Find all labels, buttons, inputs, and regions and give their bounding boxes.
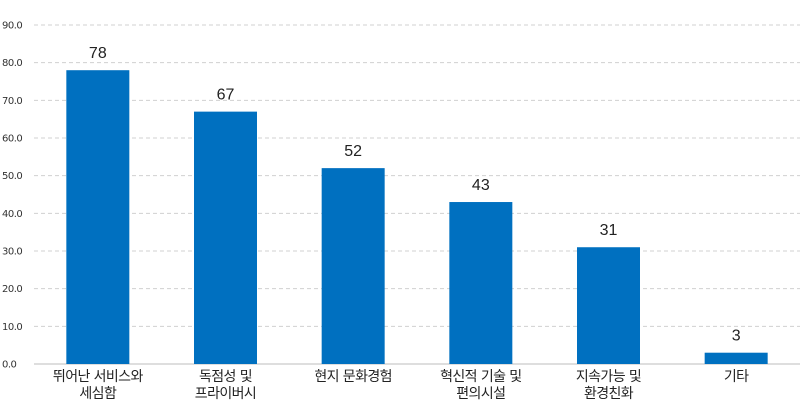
y-tick-label: 30.0 bbox=[2, 247, 22, 258]
data-labels: 78 67 52 43 31 3 bbox=[89, 45, 741, 345]
x-tick-label: 지속가능 및 환경친화 bbox=[576, 369, 641, 402]
y-axis-ticks: 0.0 10.0 20.0 30.0 40.0 50.0 60.0 70.0 80.0 90.0 bbox=[2, 21, 23, 371]
y-tick-label: 0.0 bbox=[2, 360, 17, 371]
y-tick-label: 20.0 bbox=[2, 284, 22, 295]
bar bbox=[321, 168, 385, 364]
data-label: 78 bbox=[89, 45, 107, 62]
y-tick-label: 40.0 bbox=[2, 209, 22, 220]
bar bbox=[577, 247, 640, 364]
bar bbox=[66, 70, 130, 364]
x-tick-label: 혁신적 기술 및 편의시설 bbox=[440, 369, 521, 402]
bars bbox=[66, 70, 768, 364]
data-label: 67 bbox=[217, 87, 235, 104]
y-tick-label: 60.0 bbox=[2, 134, 22, 145]
y-tick-label: 50.0 bbox=[2, 171, 22, 182]
data-label: 3 bbox=[732, 328, 741, 345]
data-label: 52 bbox=[344, 143, 362, 160]
category-labels: 뛰어난 서비스와 세심함 독점성 및 프라이버시 현지 문화경험 혁신적 기술 및 편의시설… bbox=[53, 369, 750, 402]
x-tick-label: 독점성 및 프라이버시 bbox=[195, 369, 256, 402]
y-tick-label: 70.0 bbox=[2, 96, 22, 107]
y-tick-label: 80.0 bbox=[2, 58, 22, 69]
gridlines bbox=[34, 24, 800, 365]
x-tick-label: 현지 문화경험 bbox=[314, 369, 392, 385]
bar bbox=[704, 352, 768, 364]
bar bbox=[194, 111, 257, 364]
x-tick-label: 기타 bbox=[724, 369, 749, 385]
y-tick-label: 90.0 bbox=[2, 21, 22, 32]
y-tick-label: 10.0 bbox=[2, 322, 22, 333]
bar bbox=[449, 202, 513, 364]
data-label: 31 bbox=[600, 222, 618, 239]
data-label: 43 bbox=[472, 177, 490, 194]
x-tick-label: 뛰어난 서비스와 세심함 bbox=[53, 369, 144, 402]
